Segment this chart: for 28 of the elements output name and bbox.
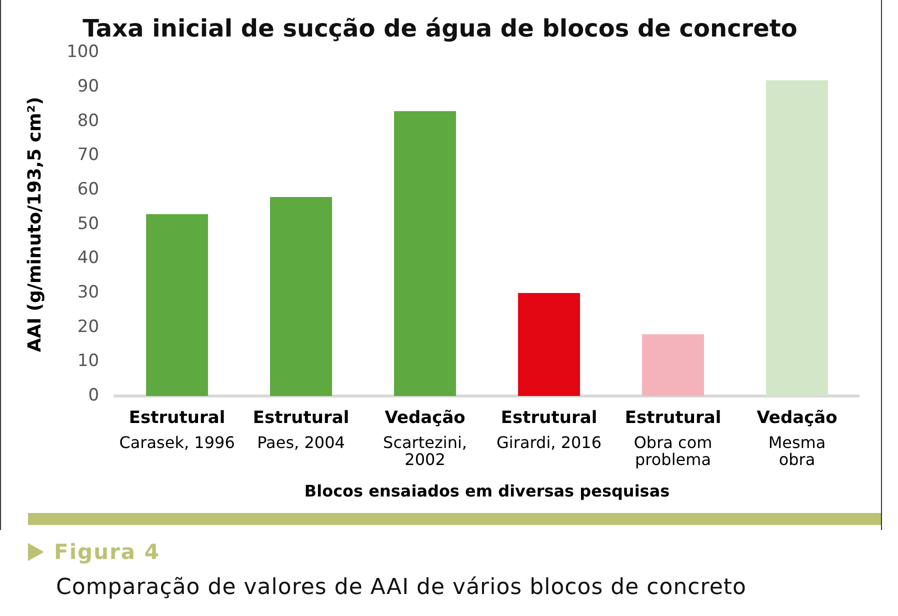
y-tick-label: 10 (77, 351, 100, 372)
bar (270, 196, 332, 396)
x-tick-label: Estrutural Paes, 2004 (252, 408, 350, 452)
x-tick-label: Estrutural Girardi, 2016 (496, 408, 602, 452)
bar (518, 293, 580, 396)
bar (766, 80, 828, 396)
y-tick-label: 100 (66, 42, 100, 62)
bar (642, 334, 704, 396)
x-tick-label: Estrutural Obra com problema (624, 408, 722, 470)
y-tick-label: 90 (77, 76, 100, 97)
y-tick-label: 0 (88, 385, 100, 406)
y-tick-label: 40 (77, 248, 100, 268)
y-tick-label: 20 (77, 316, 100, 337)
text: Comparação de valores de AAI de vários blocos de concreto (56, 575, 746, 600)
chart-title: Taxa inicial de sucção de água de blocos de concreto (82, 14, 798, 43)
text: Figura 4 (54, 540, 160, 564)
bar (394, 111, 456, 396)
y-tick-label: 30 (77, 282, 100, 302)
y-tick-label: 50 (77, 214, 100, 234)
y-tick-label: 70 (77, 145, 100, 166)
bar (146, 214, 208, 396)
x-tick-label: Vedação Scartezini, 2002 (383, 408, 468, 470)
x-tick-label: Estrutural Carasek, 1996 (119, 408, 235, 452)
y-tick-label: 60 (77, 180, 100, 200)
y-axis-title: AAI (g/minuto/193,5 cm²) (24, 96, 46, 352)
y-tick-label: 80 (77, 110, 100, 131)
x-axis-title: Blocos ensaiados em diversas pesquisas (304, 482, 670, 501)
x-tick-label: Vedação Mesma obra (756, 408, 838, 470)
